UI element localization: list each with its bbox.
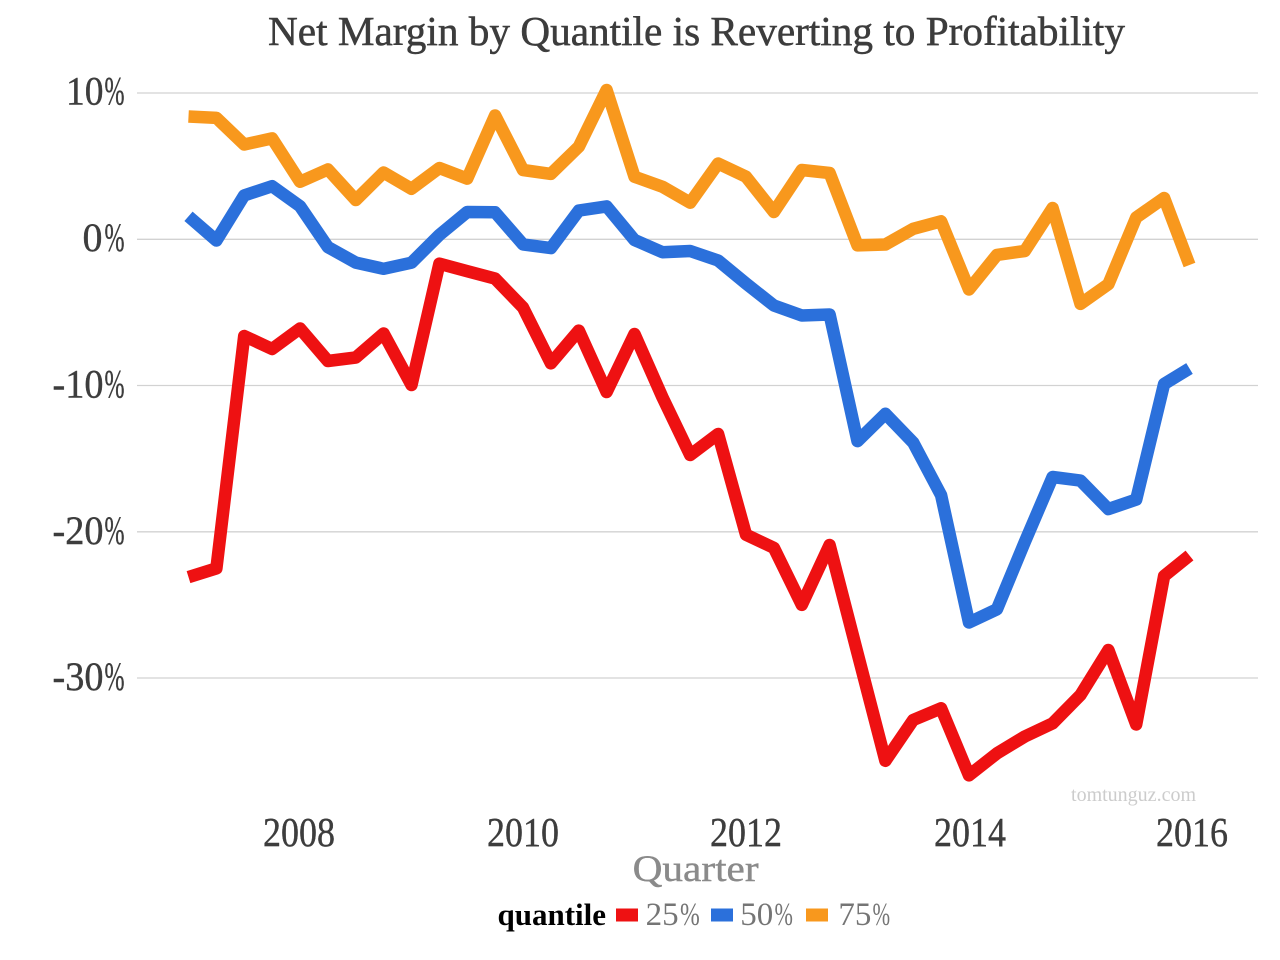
- svg-text:%: %: [105, 364, 125, 408]
- svg-text:%: %: [873, 895, 891, 932]
- svg-text:%: %: [105, 71, 125, 115]
- svg-text:0: 0: [83, 215, 103, 260]
- svg-text:quantile: quantile: [497, 897, 606, 932]
- svg-text:%: %: [775, 897, 793, 933]
- svg-text:Quarter: Quarter: [633, 849, 759, 890]
- svg-text:50: 50: [740, 897, 773, 933]
- svg-text:2008: 2008: [263, 811, 335, 856]
- svg-text:-20: -20: [53, 508, 104, 553]
- svg-text:2014: 2014: [934, 811, 1006, 856]
- svg-text:2016: 2016: [1156, 811, 1228, 856]
- svg-text:tomtunguz.com: tomtunguz.com: [1071, 784, 1196, 806]
- svg-text:%: %: [105, 656, 125, 700]
- svg-text:2010: 2010: [487, 811, 559, 856]
- svg-text:-30: -30: [53, 654, 104, 699]
- svg-text:-10: -10: [53, 362, 104, 407]
- svg-text:75: 75: [838, 897, 871, 933]
- svg-text:%: %: [105, 217, 125, 261]
- svg-text:%: %: [105, 510, 125, 554]
- svg-text:2012: 2012: [710, 811, 782, 856]
- svg-text:%: %: [680, 896, 700, 933]
- svg-text:25: 25: [646, 897, 679, 933]
- svg-text:Net Margin by Quantile is Reve: Net Margin by Quantile is Reverting to P…: [268, 8, 1125, 54]
- svg-text:10: 10: [66, 69, 104, 114]
